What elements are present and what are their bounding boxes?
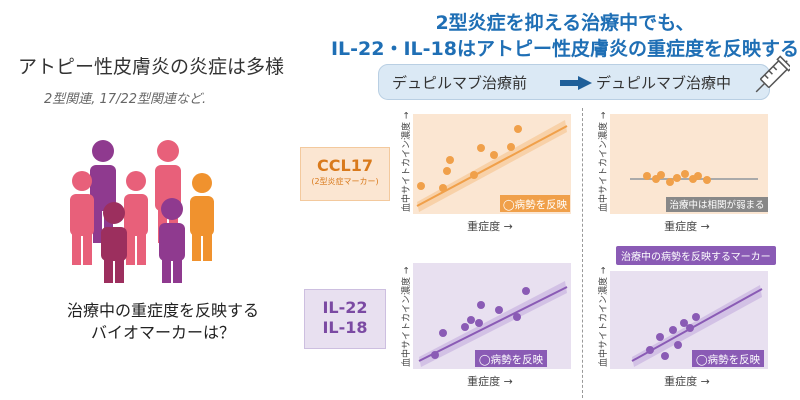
data-point [669, 326, 677, 334]
panel-il-before: ◯病勢を反映 血中サイトカイン濃度 → 重症度 → [400, 263, 571, 388]
il-label-box: IL-22 IL-18 [304, 289, 386, 349]
data-point [467, 316, 475, 324]
data-point [470, 171, 478, 179]
biomarker-question: 治療中の重症度を反映する バイオマーカーは？ [18, 300, 308, 344]
data-point [681, 170, 689, 178]
data-point [443, 167, 451, 175]
left-title: アトピー性皮膚炎の炎症は多様 [18, 56, 285, 78]
syringe-icon [755, 55, 790, 93]
svg-text:◯病勢を反映: ◯病勢を反映 [696, 353, 761, 366]
data-point [431, 351, 439, 359]
x-axis-label: 重症度 → [467, 219, 513, 233]
ccl17-sublabel: (2型炎症マーカー) [311, 177, 379, 186]
svg-text:治療中は相関が弱まる: 治療中は相関が弱まる [669, 199, 764, 211]
il18-label: IL-18 [322, 318, 368, 337]
data-point [495, 306, 503, 314]
data-point [673, 174, 681, 182]
panel-ccl17-before: ◯病勢を反映 血中サイトカイン濃度 → 重症度 → [400, 111, 571, 233]
x-axis-label: 重症度 → [664, 219, 710, 233]
svg-text:◯病勢を反映: ◯病勢を反映 [479, 353, 544, 366]
data-point [439, 329, 447, 337]
data-point [439, 184, 447, 192]
y-axis-label: 血中サイトカイン濃度 → [597, 111, 609, 212]
reflect-badge: ◯病勢を反映 [475, 350, 547, 367]
person-group-icon [70, 140, 214, 283]
reflect-badge: ◯病勢を反映 [692, 350, 764, 367]
y-axis-label: 血中サイトカイン濃度 → [400, 111, 412, 212]
x-axis-label: 重症度 → [664, 374, 710, 388]
data-point [694, 172, 702, 180]
data-point [522, 287, 530, 295]
data-point [475, 319, 483, 327]
data-point [657, 171, 665, 179]
weak-correlation-badge: 治療中は相関が弱まる [666, 197, 768, 212]
data-point [703, 176, 711, 184]
left-subtitle: 2型関連, 17/22型関連など. [44, 92, 207, 107]
arrow-right-icon [560, 76, 592, 90]
data-point [643, 172, 651, 180]
data-point [490, 151, 498, 159]
il22-label: IL-22 [322, 298, 368, 317]
data-point [686, 324, 694, 332]
reflect-badge: ◯病勢を反映 [500, 195, 570, 212]
data-point [514, 125, 522, 133]
data-point [477, 301, 485, 309]
data-point [513, 313, 521, 321]
phase-during: デュピルマブ治療中 [596, 74, 732, 92]
data-point [446, 156, 454, 164]
headline-line-1: 2型炎症を抑える治療中でも、 [435, 12, 695, 34]
panel-il-during: ◯病勢を反映 血中サイトカイン濃度 → 重症度 → [597, 266, 768, 388]
svg-text:◯病勢を反映: ◯病勢を反映 [503, 198, 568, 211]
data-point [656, 333, 664, 341]
ccl17-label-box: CCL17 (2型炎症マーカー) [300, 147, 390, 201]
data-point [661, 352, 669, 360]
question-line-2: バイオマーカーは？ [90, 323, 235, 342]
marker-badge: 治療中の病勢を反映するマーカー [616, 246, 776, 265]
panel-ccl17-during: 治療中は相関が弱まる 血中サイトカイン濃度 → 重症度 → [597, 111, 768, 233]
y-axis-label: 血中サイトカイン濃度 → [400, 266, 412, 367]
data-point [477, 144, 485, 152]
data-point [666, 178, 674, 186]
phase-divider [582, 108, 583, 398]
data-point [674, 341, 682, 349]
data-point [646, 346, 654, 354]
y-axis-label: 血中サイトカイン濃度 → [597, 266, 609, 367]
data-point [680, 319, 688, 327]
data-point [507, 143, 515, 151]
data-point [461, 323, 469, 331]
question-line-1: 治療中の重症度を反映する [66, 301, 259, 320]
phase-before: デュピルマブ治療前 [392, 74, 528, 92]
data-point [417, 182, 425, 190]
headline-line-2: IL-22・IL-18はアトピー性皮膚炎の重症度を反映する [330, 38, 799, 60]
data-point [692, 313, 700, 321]
ccl17-label: CCL17 [317, 156, 373, 175]
x-axis-label: 重症度 → [467, 374, 513, 388]
